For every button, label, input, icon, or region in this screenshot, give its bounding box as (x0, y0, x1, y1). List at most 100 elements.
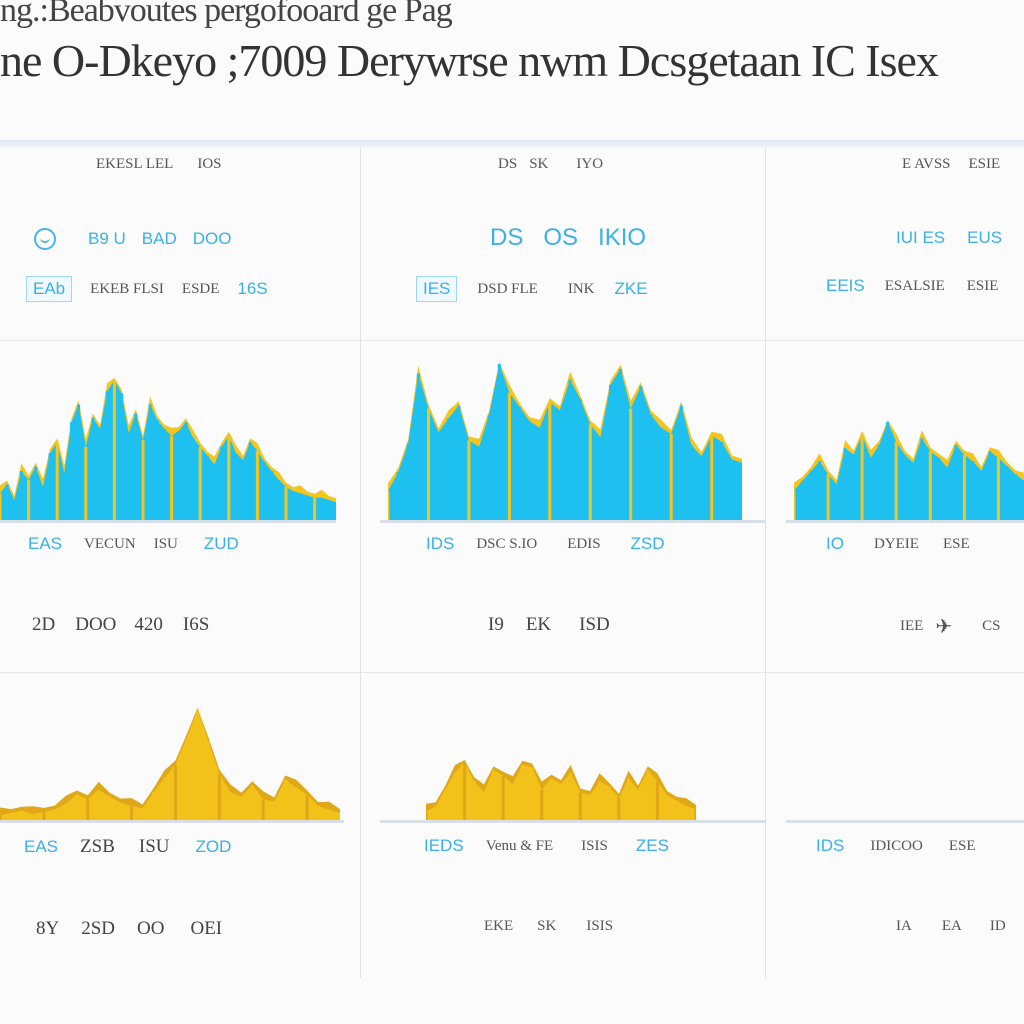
data-point (437, 432, 441, 520)
filter-chip[interactable]: EAb (26, 276, 73, 302)
data-point (185, 738, 188, 820)
data-point (894, 441, 898, 520)
area-chart-svg (386, 362, 744, 520)
metric-value: OO (137, 918, 165, 939)
metric-label: IEE (900, 618, 924, 634)
area-chart-svg (792, 420, 1024, 520)
filter-chip[interactable]: EEIS (826, 276, 865, 295)
data-point (62, 473, 66, 520)
data-point (629, 408, 633, 520)
data-point (234, 453, 238, 520)
data-point (472, 781, 476, 820)
area-chart-svg (0, 378, 338, 520)
data-point (206, 741, 210, 820)
data-point (177, 431, 181, 520)
data-point (386, 491, 390, 520)
data-point (239, 796, 243, 820)
plane-icon: ✈ (935, 616, 953, 638)
page-title-top: ng.:Beabvoutes pergofooard ge Pag (0, 0, 453, 29)
panel-header-value: IYO (576, 156, 604, 172)
data-point (155, 420, 159, 520)
data-point (559, 784, 563, 820)
metric-value: 420 (134, 614, 163, 635)
data-point (860, 435, 864, 520)
data-point (937, 457, 941, 520)
data-point (720, 442, 724, 520)
data-point (277, 480, 281, 520)
data-point (497, 364, 501, 520)
data-point (184, 422, 188, 520)
data-point (826, 474, 830, 520)
data-point (434, 806, 438, 820)
data-point (1022, 480, 1024, 520)
data-point (518, 407, 521, 520)
data-point (41, 486, 45, 520)
metric-value: CS (982, 618, 1001, 634)
chart-axis (380, 520, 765, 523)
data-point (338, 813, 342, 820)
data-point (272, 801, 276, 820)
data-point (5, 484, 9, 520)
data-point (665, 795, 669, 820)
filter-chip[interactable]: IES (416, 276, 458, 302)
data-point (291, 491, 295, 520)
metric-value: EK (525, 614, 552, 635)
data-point (64, 803, 68, 820)
data-point (97, 789, 101, 820)
data-point (457, 405, 461, 520)
data-point (649, 414, 653, 520)
data-point (886, 422, 890, 520)
data-point (396, 472, 400, 520)
data-point (406, 443, 410, 520)
metric-label: VECUN (84, 535, 136, 552)
data-point (227, 435, 231, 520)
data-point (569, 773, 573, 820)
metric-value: ZUD (203, 534, 239, 553)
data-point (877, 444, 881, 520)
area-chart (424, 760, 698, 820)
data-point (108, 796, 112, 820)
column-divider (765, 148, 766, 978)
data-point (617, 797, 621, 820)
data-point (954, 444, 958, 520)
data-point (283, 779, 287, 820)
metric-value: ZES (635, 836, 669, 855)
data-point (1005, 466, 1009, 520)
dashboard-panel-1: EKESL LEL IOS B9 U BAD DOO EAb EKEB FLSI… (0, 148, 350, 978)
data-point (174, 764, 177, 820)
metric-label: Venu & FE (485, 837, 554, 854)
data-point (607, 786, 611, 820)
data-point (334, 502, 338, 520)
data-point (9, 813, 13, 820)
area-series (794, 422, 1024, 520)
data-point (284, 486, 288, 520)
data-point (655, 781, 659, 820)
data-point (501, 775, 505, 820)
data-point (250, 785, 254, 820)
data-point (152, 792, 155, 820)
data-point (34, 466, 38, 520)
data-point (578, 792, 582, 820)
data-point (447, 418, 451, 520)
area-chart-svg (0, 708, 342, 820)
metric-label: IDICOO (870, 837, 923, 854)
data-point (578, 399, 582, 520)
data-point (843, 448, 847, 520)
data-point (619, 368, 623, 520)
metric-value: 2SD (81, 918, 116, 939)
data-point (127, 433, 131, 520)
metric-value: EA (941, 918, 962, 934)
data-point (679, 405, 683, 520)
data-point (191, 437, 195, 520)
data-point (105, 391, 109, 520)
data-point (945, 467, 949, 520)
data-point (20, 810, 24, 820)
data-point (119, 802, 123, 820)
data-point (639, 386, 643, 520)
data-point (42, 811, 46, 820)
metric-value: OEI (190, 918, 223, 939)
data-point (809, 471, 813, 520)
data-point (903, 454, 907, 520)
metric-value: ID (989, 918, 1006, 934)
metric-label: DYEIE (873, 535, 919, 552)
